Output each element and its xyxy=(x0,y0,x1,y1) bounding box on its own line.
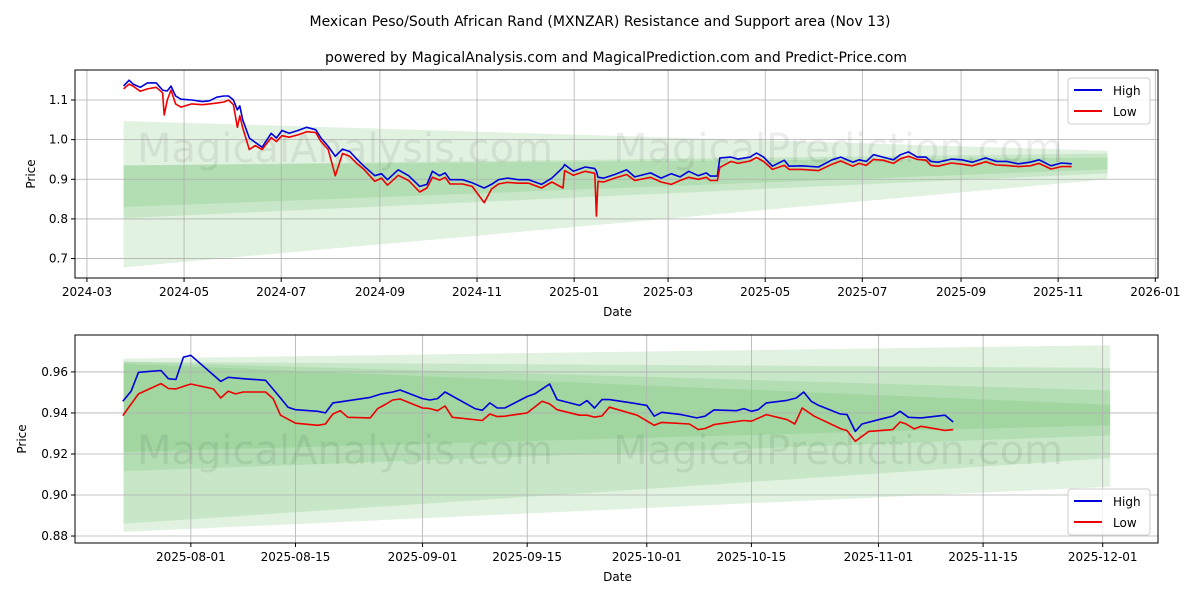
y-tick-label: 0.9 xyxy=(49,172,68,186)
axes-frame xyxy=(74,69,1159,279)
support-resistance-band xyxy=(123,345,1111,532)
y-tick-label: 0.96 xyxy=(41,365,68,379)
watermark-magicalprediction: MagicalPrediction.com xyxy=(613,428,1063,474)
x-tick-label: 2025-12-01 xyxy=(1068,550,1138,564)
legend: High Low xyxy=(1067,77,1151,125)
y-axis-label: Price xyxy=(24,159,38,188)
x-tick-label: 2025-09-15 xyxy=(492,550,562,564)
x-tick-label: 2025-08-01 xyxy=(156,550,226,564)
x-tick-label: 2024-03 xyxy=(62,285,112,299)
y-tick-label: 0.92 xyxy=(41,447,68,461)
y-tick-label: 1.0 xyxy=(49,133,68,147)
x-tick-label: 2025-05 xyxy=(740,285,790,299)
x-tick-label: 2024-07 xyxy=(256,285,306,299)
series-line-low xyxy=(122,382,954,443)
y-tick-label: 0.7 xyxy=(49,252,68,266)
y-tick-label: 0.94 xyxy=(41,406,68,420)
x-tick-label: 2025-09-01 xyxy=(388,550,458,564)
support-resistance-band xyxy=(123,120,1108,268)
legend-label-low: Low xyxy=(1113,105,1137,119)
x-tick-label: 2025-08-15 xyxy=(261,550,331,564)
y-tick-label: 0.88 xyxy=(41,529,68,543)
x-tick-label: 2024-11 xyxy=(452,285,502,299)
watermark-magicalanalysis: MagicalAnalysis.com xyxy=(137,428,553,474)
y-axis-label: Price xyxy=(15,424,29,453)
x-tick-label: 2025-09 xyxy=(936,285,986,299)
legend-label-high: High xyxy=(1113,84,1141,98)
x-tick-label: 2025-03 xyxy=(643,285,693,299)
support-resistance-band xyxy=(123,361,1111,524)
x-axis-label: Date xyxy=(603,570,632,584)
legend-label-high: High xyxy=(1113,495,1141,509)
y-tick-label: 0.90 xyxy=(41,488,68,502)
x-tick-label: 2026-01 xyxy=(1130,285,1180,299)
x-tick-label: 2025-11-15 xyxy=(948,550,1018,564)
axes-frame xyxy=(74,334,1159,544)
support-resistance-band xyxy=(123,153,1108,219)
x-axis-label: Date xyxy=(603,305,632,319)
support-resistance-band xyxy=(123,361,1111,472)
support-resistance-band xyxy=(123,363,1111,452)
x-tick-label: 2025-10-15 xyxy=(717,550,787,564)
support-resistance-band xyxy=(123,157,1108,208)
legend-label-low: Low xyxy=(1113,516,1137,530)
y-tick-label: 1.1 xyxy=(49,93,68,107)
watermark-magicalanalysis: MagicalAnalysis.com xyxy=(137,126,553,172)
x-tick-label: 2025-01 xyxy=(549,285,599,299)
x-tick-label: 2025-07 xyxy=(837,285,887,299)
y-tick-label: 0.8 xyxy=(49,212,68,226)
x-tick-label: 2024-05 xyxy=(159,285,209,299)
top-chart: 2024-03 2024-05 2024-07 2024-09 2024-11 2025-… xyxy=(24,69,1180,319)
x-tick-label: 2025-11-01 xyxy=(844,550,914,564)
series-line-low xyxy=(123,83,1072,217)
chart-title: Mexican Peso/South African Rand (MXNZAR)… xyxy=(309,14,890,30)
x-tick-label: 2025-10-01 xyxy=(612,550,682,564)
bottom-chart: 2025-08-01 2025-08-15 2025-09-01 2025-09-15… xyxy=(15,334,1159,584)
chart-subtitle: powered by MagicalAnalysis.com and Magic… xyxy=(325,50,907,66)
x-tick-label: 2025-11 xyxy=(1033,285,1083,299)
watermark-magicalprediction: MagicalPrediction.com xyxy=(613,126,1063,172)
series-line-high xyxy=(122,354,954,433)
series-line-high xyxy=(123,79,1072,189)
legend: High Low xyxy=(1067,488,1151,536)
x-tick-label: 2024-09 xyxy=(355,285,405,299)
